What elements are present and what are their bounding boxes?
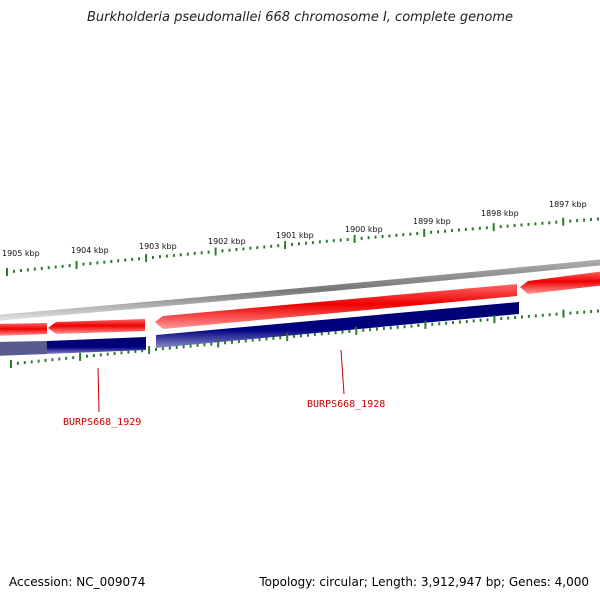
tick-label-1897: 1897 kbp [549, 200, 587, 209]
tick-label-1901: 1901 kbp [276, 231, 314, 240]
gene-leader-1928 [340, 349, 345, 395]
backbone-arc [0, 259, 600, 321]
tick-label-1900: 1900 kbp [345, 225, 383, 234]
forward-gene-3[interactable] [155, 284, 517, 329]
reverse-gene-3[interactable] [156, 302, 519, 348]
inner-tick-ring [10, 309, 599, 368]
reverse-gene-1[interactable] [0, 341, 47, 356]
reverse-gene-2[interactable] [47, 337, 146, 354]
forward-gene-4[interactable] [520, 271, 600, 294]
tick-label-1904: 1904 kbp [71, 246, 109, 255]
topology-text: Topology: circular; Length: 3,912,947 bp… [259, 575, 589, 589]
tick-label-1903: 1903 kbp [139, 242, 177, 251]
tick-label-1898: 1898 kbp [481, 209, 519, 218]
forward-gene-2[interactable] [48, 319, 145, 334]
gene-label-1928[interactable]: BURPS668_1928 [307, 399, 385, 410]
accession-text: Accession: NC_009074 [9, 575, 146, 589]
gene-label-1929[interactable]: BURPS668_1929 [63, 417, 141, 428]
tick-label-1902: 1902 kbp [208, 237, 246, 246]
tick-label-1905: 1905 kbp [2, 249, 40, 258]
tick-labels: 1905 kbp 1904 kbp 1903 kbp 1902 kbp 1901… [2, 200, 587, 258]
forward-gene-1[interactable] [0, 323, 47, 336]
outer-tick-ring [6, 217, 599, 276]
gene-leader-1929 [97, 367, 100, 413]
tick-label-1899: 1899 kbp [413, 217, 451, 226]
map-title: Burkholderia pseudomallei 668 chromosome… [86, 10, 514, 25]
